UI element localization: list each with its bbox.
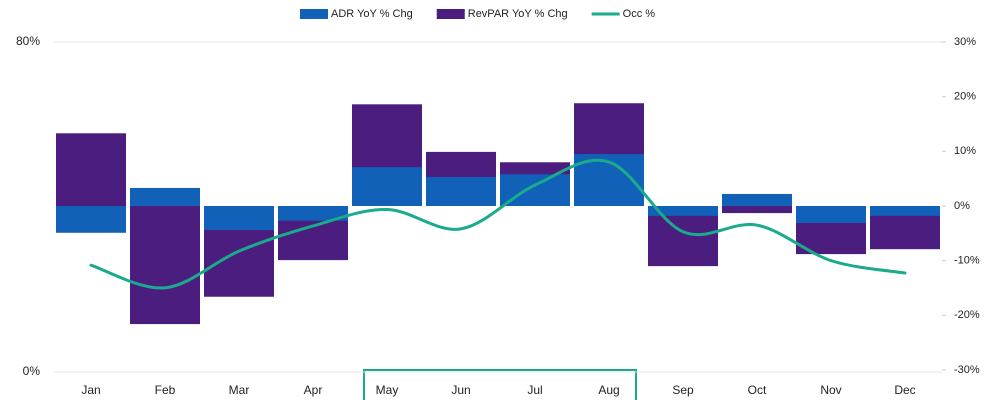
bar [130, 187, 200, 206]
bar [426, 177, 496, 206]
bar [130, 206, 200, 325]
x-tick-label: Oct [748, 383, 767, 397]
bar [796, 206, 866, 223]
x-tick-label: Sep [672, 383, 694, 397]
y2-tick-label: 10% [954, 145, 976, 157]
x-tick-label: Apr [304, 383, 323, 397]
x-tick-label: Aug [598, 383, 619, 397]
y2-tick-label: -20% [954, 309, 980, 321]
x-tick-label: Jul [527, 383, 542, 397]
legend-swatch [300, 9, 328, 19]
bar [56, 133, 126, 206]
y2-tick-label: 0% [954, 200, 970, 212]
bar [648, 206, 718, 216]
y2-tick-label: -10% [954, 255, 980, 267]
x-tick-label: Dec [894, 383, 915, 397]
bar [870, 206, 940, 216]
bar [56, 206, 126, 233]
x-tick-label: Feb [155, 383, 176, 397]
bar [352, 167, 422, 206]
x-tick-label: May [376, 383, 399, 397]
line [89, 158, 907, 290]
y-tick-label: 0% [23, 364, 41, 378]
legend-label: ADR YoY % Chg [331, 8, 413, 20]
y2-tick-label: 30% [954, 36, 976, 48]
x-tick-label: Mar [229, 383, 250, 397]
legend-label: RevPAR YoY % Chg [468, 8, 568, 20]
bar [648, 206, 718, 267]
legend-swatch [436, 9, 465, 19]
bar [278, 206, 348, 221]
highlight-box [363, 369, 637, 400]
y2-tick-label: 20% [954, 91, 976, 103]
bar [722, 193, 792, 206]
x-tick-label: Nov [820, 383, 841, 397]
bar [204, 206, 274, 231]
x-tick-label: Jan [81, 383, 100, 397]
bar [722, 206, 792, 214]
y-tick-label: 80% [16, 34, 40, 48]
x-tick-label: Jun [451, 383, 470, 397]
legend: ADR YoY % Chg RevPAR YoY % Chg Occ % [300, 8, 655, 20]
legend-label: Occ % [623, 8, 656, 20]
y2-tick-label: -30% [954, 364, 980, 376]
